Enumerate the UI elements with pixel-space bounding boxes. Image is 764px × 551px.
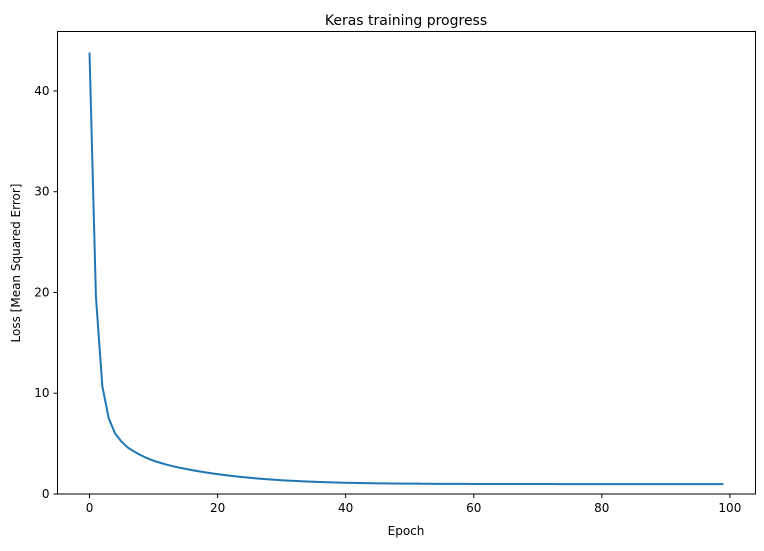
y-tick-label: 40 <box>34 84 49 98</box>
y-axis-label: Loss [Mean Squared Error] <box>9 184 23 343</box>
y-tick-label: 30 <box>34 185 49 199</box>
chart-title: Keras training progress <box>325 13 487 29</box>
y-tick-label: 20 <box>34 285 49 299</box>
x-tick-label: 80 <box>594 501 609 515</box>
x-tick-label: 0 <box>86 501 94 515</box>
x-tick-label: 60 <box>466 501 481 515</box>
loss-series-line <box>88 52 724 486</box>
plot-frame <box>57 31 756 495</box>
x-tick-label: 20 <box>210 501 225 515</box>
y-tick-label: 10 <box>34 386 49 400</box>
x-tick-label: 40 <box>338 501 353 515</box>
x-axis-label: Epoch <box>388 524 425 538</box>
x-tick-label: 100 <box>718 501 741 515</box>
y-tick-label: 0 <box>42 487 50 501</box>
